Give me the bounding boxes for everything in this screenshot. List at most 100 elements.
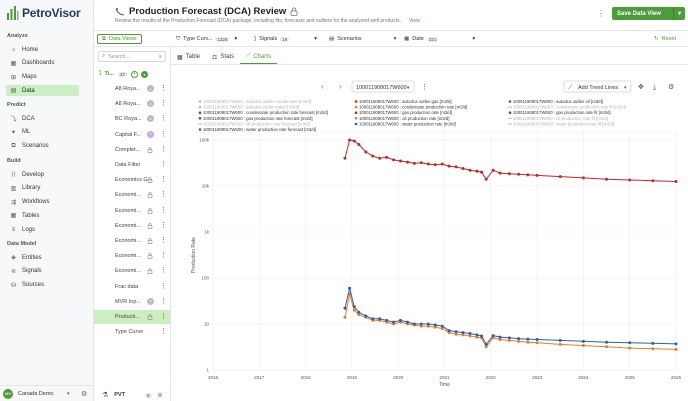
tab-table[interactable]: ▦ Table: [171, 50, 206, 64]
data-point[interactable]: [535, 173, 539, 177]
date-filter[interactable]: ▦ Date 321 ▾: [404, 34, 475, 44]
data-point[interactable]: [674, 347, 678, 351]
data-point[interactable]: [405, 320, 409, 324]
filter-icon[interactable]: ≡: [158, 53, 162, 60]
data-point[interactable]: [628, 178, 632, 182]
data-point[interactable]: [507, 338, 511, 342]
chevron-down-icon[interactable]: ▾: [67, 390, 70, 397]
data-point[interactable]: [484, 342, 488, 346]
data-point[interactable]: [517, 172, 521, 176]
data-point[interactable]: [498, 171, 502, 175]
legend-item[interactable]: 100011908017W600 : water production rate…: [359, 121, 456, 126]
data-point[interactable]: [475, 333, 479, 337]
data-point[interactable]: [507, 336, 511, 340]
more-options-icon[interactable]: ⋮: [160, 252, 167, 260]
prev-entity-icon[interactable]: ‹: [321, 82, 324, 91]
user-footer[interactable]: GV Canada Demo ▾ ⚙: [0, 385, 94, 401]
legend-item[interactable]: 100011908017W600 : water production rate…: [513, 121, 614, 126]
sidebar-item-entities[interactable]: ◈ Entities: [6, 252, 79, 263]
sidebar-item-data[interactable]: ▤ Data: [6, 85, 79, 97]
data-point[interactable]: [651, 179, 655, 183]
more-options-icon[interactable]: ⋮: [160, 161, 167, 168]
data-point[interactable]: [558, 342, 562, 346]
data-point[interactable]: [484, 177, 488, 181]
settings-icon[interactable]: ⚙: [81, 390, 88, 398]
sidebar-item-dashboards[interactable]: ▦ Dashboards: [6, 58, 79, 69]
data-point[interactable]: [378, 156, 382, 160]
more-options-icon[interactable]: ⋮: [421, 84, 428, 91]
more-options-icon[interactable]: ⋮: [160, 297, 167, 305]
data-point[interactable]: [674, 180, 678, 184]
save-data-view-button[interactable]: Save Data View ▾: [612, 7, 685, 20]
list-item[interactable]: Type Curve ⋮: [94, 325, 170, 339]
data-point[interactable]: [461, 331, 465, 335]
data-point[interactable]: [357, 310, 361, 314]
type-curve-filter[interactable]: ⛉ Type Curv... 1326 ▾: [176, 34, 237, 44]
data-point[interactable]: [480, 170, 484, 174]
list-group-header[interactable]: ⟟ Ti... 17 + ▾: [94, 67, 170, 81]
data-point[interactable]: [426, 322, 430, 326]
pvt-row[interactable]: ⚗ PVT 0 ⊕: [94, 389, 170, 401]
legend-item[interactable]: 100011908017W600 : gas production rate […: [359, 110, 452, 115]
data-point[interactable]: [461, 167, 465, 171]
scenarios-filter[interactable]: ▤ Scenarios ▾: [329, 34, 396, 44]
more-options-icon[interactable]: ⋮: [160, 85, 167, 92]
tab-stats[interactable]: ⚖ Stats: [206, 50, 240, 64]
sidebar-item-tables[interactable]: ▦ Tables: [6, 210, 79, 221]
data-point[interactable]: [385, 318, 389, 322]
brand-logo[interactable]: PetroVisor: [6, 5, 81, 21]
data-point[interactable]: [357, 142, 361, 146]
legend-item[interactable]: 100011908017W600 : condensate production…: [513, 105, 626, 110]
legend-item[interactable]: 100011908017W600 : autodca outlier gas […: [359, 99, 452, 104]
more-options-icon[interactable]: ⋮: [160, 267, 167, 275]
move-icon[interactable]: ✥: [638, 83, 644, 91]
more-options-icon[interactable]: ⋮: [160, 282, 167, 290]
data-views-button[interactable]: ⧉ Data Views: [97, 34, 142, 44]
data-point[interactable]: [484, 345, 488, 349]
data-point[interactable]: [419, 324, 423, 328]
production-chart[interactable]: ‹ › 100011908017W600 ▾ ⋮ ⟋ Add Trend Lines ▾ ✥ ⤓ ⚙…: [171, 65, 688, 401]
data-point[interactable]: [475, 335, 479, 339]
data-point[interactable]: [526, 337, 530, 341]
data-point[interactable]: [440, 162, 444, 166]
sidebar-item-library[interactable]: ▥ Library: [6, 183, 79, 194]
legend-item[interactable]: 100011908017W600 : gas production rate f…: [513, 110, 611, 115]
more-options-icon[interactable]: ⋮: [160, 145, 167, 153]
data-point[interactable]: [558, 338, 562, 342]
data-point[interactable]: [674, 342, 678, 346]
data-point[interactable]: [605, 177, 609, 181]
next-entity-icon[interactable]: ›: [339, 82, 342, 91]
legend-item[interactable]: 100011908017W600 : autodca outlier conde…: [203, 99, 311, 104]
list-item[interactable]: Economi... ⋮: [94, 219, 170, 233]
reset-button[interactable]: ↻ Reset: [654, 34, 676, 44]
add-icon[interactable]: ⊕: [157, 392, 163, 399]
list-item[interactable]: Economi... ⋮: [94, 204, 170, 218]
sidebar-item-ml[interactable]: ✦ ML: [6, 127, 79, 138]
more-options-icon[interactable]: ⋮: [160, 328, 167, 336]
list-item[interactable]: Economi... ⋮: [94, 188, 170, 202]
more-options-icon[interactable]: ⋮: [160, 176, 167, 184]
data-point[interactable]: [447, 164, 451, 168]
more-options-icon[interactable]: ⋮: [160, 130, 167, 138]
legend-item[interactable]: 100011908017W600 : autodca outlier oil […: [513, 99, 603, 104]
more-options-icon[interactable]: ⋮: [160, 100, 167, 108]
data-point[interactable]: [454, 332, 458, 336]
list-item[interactable]: MVR Inp... ● ⋮: [94, 295, 170, 309]
data-point[interactable]: [412, 322, 416, 326]
data-point[interactable]: [491, 334, 495, 338]
data-point[interactable]: [447, 329, 451, 333]
list-item[interactable]: A8 Roya... ● ⋮: [94, 97, 170, 111]
list-item[interactable]: BC Roya... ● ⋮: [94, 112, 170, 126]
data-point[interactable]: [628, 346, 632, 350]
data-point[interactable]: [378, 317, 382, 321]
legend-item[interactable]: 100011908017W600 : condensate production…: [203, 110, 328, 115]
data-point[interactable]: [419, 161, 423, 165]
view-link[interactable]: View: [408, 18, 420, 24]
add-trend-lines-button[interactable]: [563, 80, 632, 93]
data-point[interactable]: [605, 345, 609, 349]
data-point[interactable]: [364, 314, 368, 318]
data-point[interactable]: [581, 176, 585, 180]
more-options-icon[interactable]: ⋮: [160, 237, 167, 244]
data-point[interactable]: [352, 139, 356, 143]
expand-icon[interactable]: ▾: [141, 70, 148, 78]
